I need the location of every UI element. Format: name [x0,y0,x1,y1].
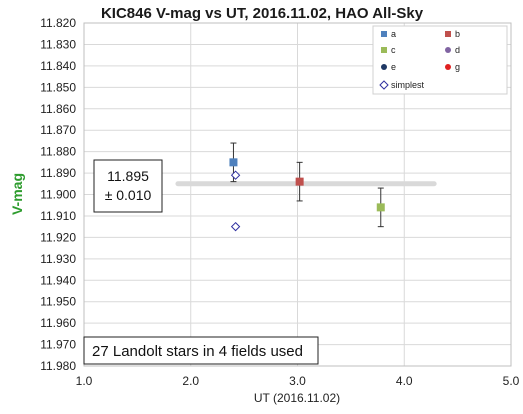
legend-marker-simplest [379,80,389,90]
annotation-box [93,159,163,213]
x-tick-label: 4.0 [396,374,413,388]
annotation-mean: 11.895 [107,168,149,184]
y-tick-label: 11.950 [40,295,76,309]
y-axis-label: V-mag [9,173,25,215]
plot-area [83,22,512,367]
legend-box [372,25,508,95]
legend-marker-c [381,47,387,53]
legend-label-c: c [391,45,396,55]
x-tick-label: 2.0 [182,374,199,388]
y-tick-label: 11.910 [40,209,76,223]
x-tick-label: 1.0 [76,374,93,388]
y-tick-label: 11.820 [40,16,76,30]
data-point-simplest [230,170,241,180]
y-tick-label: 11.830 [40,37,76,51]
y-tick-label: 11.890 [40,166,76,180]
x-axis-ticks: 1.0 2.0 3.0 4.0 5.0 [76,374,520,388]
legend-marker-b [445,31,451,37]
legend-marker-e [381,64,387,70]
legend-label-a: a [391,29,396,39]
x-tick-label: 3.0 [289,374,306,388]
y-tick-label: 11.960 [40,316,76,330]
y-tick-label: 11.930 [40,252,76,266]
legend-marker-a [381,31,387,37]
data-point-a [229,158,238,167]
y-axis-ticks: 11.820 11.830 11.840 11.850 11.860 11.870 11.8… [40,16,76,373]
footer-note-group: 27 Landolt stars in 4 fields used [83,336,319,365]
annotation-error: ± 0.010 [105,187,152,203]
y-tick-label: 11.850 [40,80,76,94]
y-tick-label: 11.970 [40,338,76,352]
y-tick-label: 11.860 [40,102,76,116]
y-tick-label: 11.900 [40,188,76,202]
data-point-simplest [230,221,241,232]
mean-annotation: 11.895 ± 0.010 [93,159,163,213]
y-tick-label: 11.920 [40,230,76,244]
y-tick-label: 11.980 [40,359,76,373]
y-tick-label: 11.870 [40,123,76,137]
legend: a b c d e g simplest [372,25,508,95]
y-tick-label: 11.840 [40,59,76,73]
legend-marker-d [445,47,451,53]
footer-note: 27 Landolt stars in 4 fields used [92,343,303,360]
data-point-b [295,177,304,186]
data-point-c [376,203,385,212]
legend-label-d: d [455,45,460,55]
legend-label-g: g [455,62,460,72]
y-tick-label: 11.940 [40,273,76,287]
chart-title: KIC846 V-mag vs UT, 2016.11.02, HAO All-… [101,5,424,22]
legend-label-b: b [455,29,460,39]
data-points [229,142,385,232]
legend-label-simplest: simplest [391,80,425,90]
footer-note-box [83,336,319,365]
x-axis-label: UT (2016.11.02) [254,391,340,405]
y-tick-label: 11.880 [40,145,76,159]
legend-marker-g [445,64,451,70]
legend-label-e: e [391,62,396,72]
x-tick-label: 5.0 [503,374,520,388]
